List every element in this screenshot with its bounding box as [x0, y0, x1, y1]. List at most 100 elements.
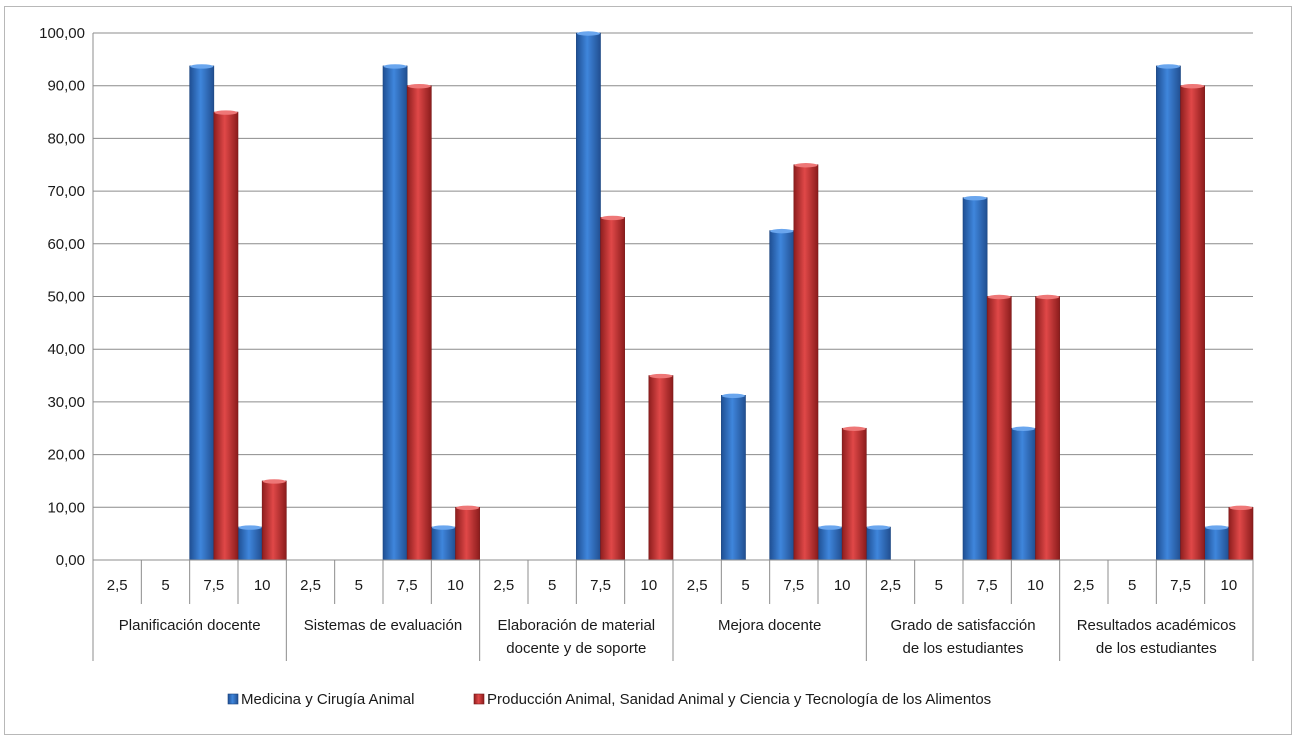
bar-cap [770, 228, 794, 234]
bar [576, 31, 601, 561]
bar-body [213, 111, 239, 561]
x-tick-label: 7,5 [397, 577, 418, 594]
bars [189, 31, 1254, 561]
legend-swatch [473, 693, 485, 705]
bar [261, 479, 287, 561]
bar-body [1035, 296, 1060, 561]
bar-body [1204, 526, 1230, 561]
bar-body [1180, 85, 1205, 561]
bar [1035, 294, 1060, 561]
bar-body [1011, 427, 1036, 561]
y-tick-label: 50,00 [47, 289, 85, 306]
y-tick-label: 0,00 [56, 552, 85, 569]
bar [1228, 505, 1254, 561]
bar-body [986, 296, 1012, 561]
x-tick-label: 7,5 [977, 577, 998, 594]
bar-body [431, 526, 456, 561]
bar [600, 215, 625, 561]
bar [648, 373, 674, 561]
y-tick-label: 90,00 [47, 78, 85, 95]
bar [431, 525, 456, 561]
x-tick-label: 5 [548, 577, 556, 594]
bar-body [1228, 506, 1254, 561]
bar-body [455, 506, 480, 561]
bar-cap [987, 294, 1011, 300]
bar [986, 294, 1012, 561]
x-tick-label: 10 [834, 577, 851, 594]
bar-body [841, 427, 867, 561]
x-tick-label: 5 [355, 577, 363, 594]
x-tick-label: 5 [1128, 577, 1136, 594]
bar [1156, 64, 1181, 561]
bar [962, 195, 988, 561]
x-tick-label: 7,5 [1170, 577, 1191, 594]
x-tick-label: 7,5 [590, 577, 611, 594]
bar-cap [1156, 64, 1180, 69]
group-label: Sistemas de evaluación [304, 617, 462, 634]
legend-swatch [227, 693, 239, 705]
bar [237, 525, 263, 561]
bar [189, 64, 215, 561]
bar-body [1156, 65, 1181, 561]
bar-body [793, 164, 819, 561]
bar-body [648, 375, 674, 561]
bar-body [721, 395, 746, 561]
bar-cap [576, 31, 601, 36]
x-tick-label: 5 [935, 577, 943, 594]
group-label: Mejora docente [718, 617, 821, 634]
group-label: Grado de satisfacción [890, 617, 1035, 634]
group-label: Planificación docente [119, 617, 261, 634]
group-label: Resultados académicos [1077, 617, 1236, 634]
group-label: Elaboración de material [498, 617, 656, 634]
bar [721, 393, 746, 561]
y-tick-label: 40,00 [47, 341, 85, 358]
bar-body [382, 65, 408, 561]
bar-body [189, 65, 215, 561]
bar-cap [1205, 525, 1229, 530]
bar-cap [262, 479, 286, 484]
bar-body [769, 230, 795, 561]
bar-cap [1229, 505, 1253, 510]
y-axis-ticks: 0,00 10,00 20,00 30,00 40,00 50,00 60,00 70,00 8… [39, 25, 85, 569]
group-label: de los estudiantes [1096, 640, 1217, 657]
bar [841, 426, 867, 561]
bar-cap [383, 64, 407, 69]
bar-cap [818, 525, 842, 530]
bar-cap [456, 505, 480, 510]
bar [213, 110, 239, 561]
x-tick-label: 2,5 [1073, 577, 1094, 594]
bar-cap [721, 393, 746, 399]
y-tick-label: 100,00 [39, 25, 85, 42]
bar [382, 64, 408, 561]
bar-cap [1181, 84, 1205, 89]
x-tick-label: 10 [640, 577, 657, 594]
x-tick-label: 7,5 [203, 577, 224, 594]
bar [455, 505, 480, 561]
bar [817, 525, 843, 561]
bar-cap [601, 215, 625, 221]
x-tick-label: 10 [1220, 577, 1237, 594]
bar-body [237, 526, 263, 561]
y-tick-label: 80,00 [47, 130, 85, 147]
bar-cap [794, 163, 818, 168]
bar-body [576, 32, 601, 561]
bar-cap [190, 64, 214, 69]
y-tick-label: 30,00 [47, 394, 85, 411]
bar-cap [842, 426, 866, 431]
x-axis-group-labels: Planificación docente Sistemas de evaluac… [92, 560, 1254, 661]
bar-cap [963, 195, 987, 201]
x-tick-label: 2,5 [880, 577, 901, 594]
y-tick-label: 10,00 [47, 499, 85, 516]
bar [1011, 426, 1036, 561]
x-tick-label: 7,5 [783, 577, 804, 594]
bar [1204, 525, 1230, 561]
x-tick-label: 5 [741, 577, 749, 594]
x-tick-label: 2,5 [107, 577, 128, 594]
bar [406, 84, 432, 561]
bar-cap [1036, 294, 1060, 300]
x-tick-label: 10 [447, 577, 464, 594]
bar-cap [649, 373, 673, 379]
bar [769, 228, 795, 561]
x-tick-label: 2,5 [687, 577, 708, 594]
